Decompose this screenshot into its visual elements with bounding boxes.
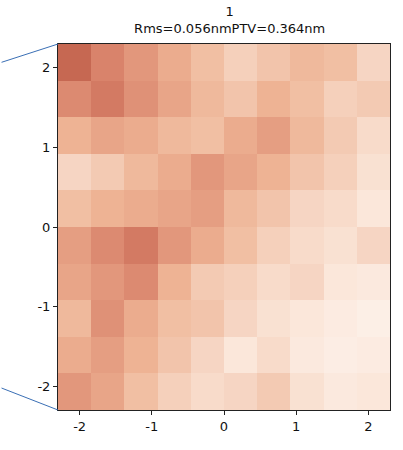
svg-text:-1: -1 <box>37 299 50 314</box>
svg-text:1Rms=0.056nmPTV=0.364nm: 1Rms=0.056nmPTV=0.364nm <box>134 4 325 36</box>
svg-text:2: 2 <box>364 419 372 434</box>
svg-text:-1: -1 <box>145 419 158 434</box>
svg-text:0: 0 <box>42 220 50 235</box>
svg-text:0: 0 <box>220 419 228 434</box>
svg-text:-2: -2 <box>73 419 86 434</box>
svg-text:2: 2 <box>42 60 50 75</box>
svg-text:1: 1 <box>292 419 300 434</box>
svg-text:1: 1 <box>42 140 50 155</box>
svg-text:-2: -2 <box>37 379 50 394</box>
